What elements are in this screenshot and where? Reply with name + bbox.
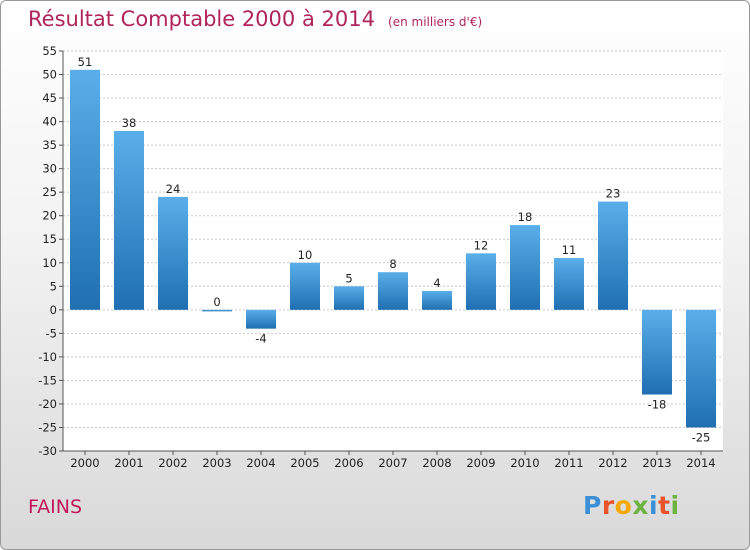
data-label: 10 — [298, 248, 313, 262]
data-label: 0 — [213, 295, 220, 309]
y-tick-label: 40 — [42, 115, 57, 129]
y-tick-label: -20 — [38, 397, 57, 411]
logo-letter: x — [632, 491, 649, 520]
x-tick-label: 2003 — [202, 456, 231, 470]
bar — [598, 201, 628, 310]
bar — [246, 309, 276, 329]
data-label: 4 — [433, 276, 440, 290]
x-tick-label: 2005 — [290, 456, 319, 470]
y-tick-label: 25 — [42, 185, 57, 199]
logo-letter: i — [670, 491, 680, 520]
bar — [70, 69, 100, 310]
y-tick-label: 30 — [42, 162, 57, 176]
data-label: 11 — [562, 243, 577, 257]
bar — [466, 253, 496, 310]
y-tick-label: -25 — [38, 420, 57, 434]
logo-letter: o — [614, 491, 633, 520]
bar — [554, 258, 584, 310]
proxiti-logo[interactable]: Proxiti — [583, 491, 680, 520]
data-label: 38 — [122, 116, 137, 130]
data-label: 12 — [474, 238, 489, 252]
data-label: 24 — [166, 182, 181, 196]
logo-letter: i — [649, 491, 659, 520]
bar — [158, 196, 188, 310]
bar — [422, 291, 452, 310]
logo-letter: r — [601, 491, 615, 520]
x-tick-label: 2006 — [334, 456, 363, 470]
bar — [686, 309, 716, 428]
x-tick-label: 2010 — [510, 456, 539, 470]
data-label: 51 — [78, 55, 93, 69]
y-tick-label: -15 — [38, 373, 57, 387]
data-label: -18 — [648, 398, 667, 412]
y-tick-label: -5 — [46, 326, 57, 340]
y-tick-label: 10 — [42, 256, 57, 270]
y-tick-label: -10 — [38, 350, 57, 364]
bar — [334, 286, 364, 310]
bar — [202, 309, 232, 312]
y-tick-label: 0 — [50, 303, 57, 317]
y-tick-label: 55 — [42, 44, 57, 58]
logo-letter: P — [583, 491, 602, 520]
bar — [114, 131, 144, 310]
bar — [378, 272, 408, 310]
data-label: -4 — [255, 332, 266, 346]
bar — [642, 309, 672, 395]
chart-subtitle: (en milliers d'€) — [388, 15, 483, 29]
y-tick-label: 35 — [42, 138, 57, 152]
y-tick-label: -30 — [38, 444, 57, 458]
data-label: 23 — [606, 187, 621, 201]
x-tick-label: 2002 — [158, 456, 187, 470]
x-tick-label: 2011 — [554, 456, 583, 470]
town-name: FAINS — [28, 496, 83, 518]
x-tick-label: 2001 — [114, 456, 143, 470]
data-label: 8 — [389, 257, 396, 271]
y-tick-label: 45 — [42, 91, 57, 105]
y-tick-label: 50 — [42, 68, 57, 82]
chart-title: Résultat Comptable 2000 à 2014 — [28, 7, 375, 31]
bar — [290, 262, 320, 310]
x-tick-label: 2000 — [70, 456, 99, 470]
data-label: 5 — [345, 271, 352, 285]
bar — [510, 225, 540, 310]
x-tick-label: 2007 — [378, 456, 407, 470]
title-block: Résultat Comptable 2000 à 2014 (en milli… — [28, 7, 482, 31]
data-label: -25 — [692, 430, 711, 444]
x-tick-label: 2008 — [422, 456, 451, 470]
x-tick-label: 2013 — [642, 456, 671, 470]
data-label: 18 — [518, 210, 533, 224]
y-tick-label: 15 — [42, 232, 57, 246]
x-tick-label: 2014 — [686, 456, 715, 470]
x-tick-label: 2004 — [246, 456, 275, 470]
y-tick-label: 5 — [50, 279, 57, 293]
x-tick-label: 2009 — [466, 456, 495, 470]
x-tick-label: 2012 — [598, 456, 627, 470]
logo-letter: t — [658, 491, 671, 520]
y-tick-label: 20 — [42, 209, 57, 223]
